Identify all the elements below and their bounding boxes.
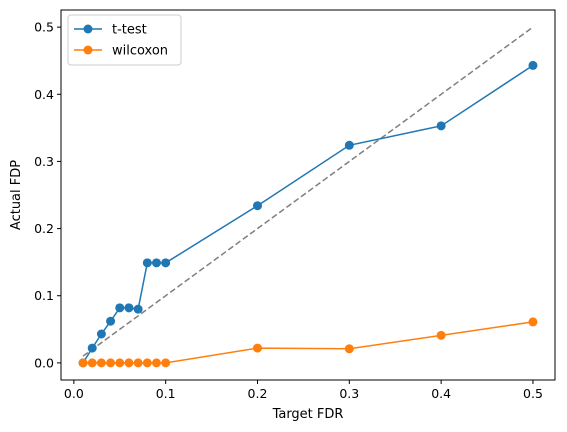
data-point-wilcoxon-7 (142, 358, 152, 368)
legend-label-wilcoxon: wilcoxon (112, 44, 168, 59)
y-tick-label: 0.0 (34, 355, 54, 370)
y-tick-label: 0.5 (34, 20, 54, 35)
data-point-wilcoxon-3 (106, 358, 116, 368)
reference-diagonal-line (82, 26, 534, 357)
legend-marker-wilcoxon (83, 45, 93, 55)
data-point-wilcoxon-0 (78, 358, 88, 368)
y-axis-label: Actual FDP (9, 160, 24, 230)
data-point-wilcoxon-11 (344, 344, 354, 354)
data-point-t-test-7 (142, 258, 152, 268)
data-point-t-test-3 (106, 316, 116, 326)
plot-area (78, 26, 538, 368)
data-point-t-test-11 (344, 140, 354, 150)
x-tick-label: 0.2 (248, 386, 268, 401)
data-point-wilcoxon-5 (124, 358, 134, 368)
y-tick-label: 0.2 (34, 221, 54, 236)
legend-marker-t-test (83, 24, 93, 34)
x-tick-label: 0.0 (64, 386, 84, 401)
data-point-wilcoxon-10 (252, 343, 262, 353)
x-tick-label: 0.3 (339, 386, 359, 401)
data-point-wilcoxon-6 (133, 358, 143, 368)
x-axis-label: Target FDR (272, 407, 344, 422)
data-point-t-test-9 (161, 258, 171, 268)
data-point-t-test-4 (115, 303, 125, 313)
data-point-wilcoxon-13 (528, 317, 538, 327)
x-tick-label: 0.5 (523, 386, 543, 401)
legend-label-t-test: t-test (112, 23, 147, 38)
legend-box (67, 14, 182, 66)
data-point-t-test-13 (528, 60, 538, 70)
data-point-t-test-5 (124, 303, 134, 313)
data-point-t-test-2 (96, 329, 106, 339)
data-point-wilcoxon-1 (87, 358, 97, 368)
axis-ticks: 0.0 0.1 0.2 0.3 0.4 0.5 0.0 0.1 0.2 0.3 0.4 0.5 (34, 20, 543, 401)
y-tick-label: 0.1 (34, 288, 54, 303)
y-tick-label: 0.4 (34, 87, 54, 102)
data-point-t-test-6 (133, 304, 143, 314)
data-point-wilcoxon-2 (96, 358, 106, 368)
data-point-t-test-1 (87, 343, 97, 353)
data-point-t-test-10 (252, 201, 262, 211)
data-point-wilcoxon-4 (115, 358, 125, 368)
data-point-wilcoxon-8 (151, 358, 161, 368)
data-point-wilcoxon-9 (161, 358, 171, 368)
x-tick-label: 0.4 (431, 386, 451, 401)
data-point-wilcoxon-12 (436, 330, 446, 340)
axes-frame (60, 9, 556, 381)
y-tick-label: 0.3 (34, 154, 54, 169)
data-point-t-test-12 (436, 121, 446, 131)
data-point-t-test-8 (151, 258, 161, 268)
x-tick-label: 0.1 (156, 386, 176, 401)
legend: t-test wilcoxon (67, 14, 182, 66)
